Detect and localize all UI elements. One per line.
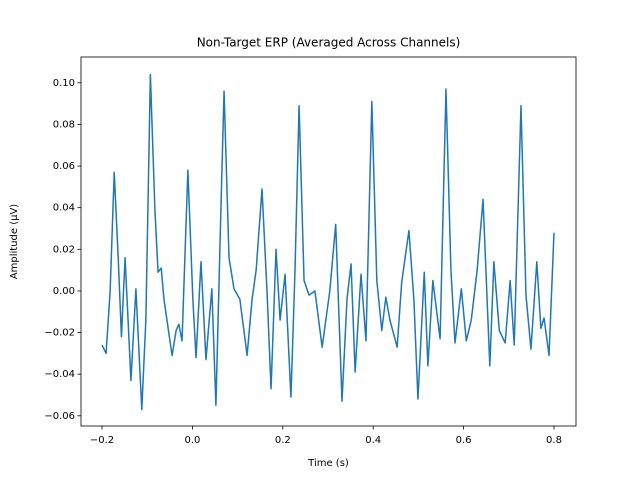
y-tick-label: 0.00 bbox=[53, 286, 75, 297]
y-axis-label: Amplitude (µV) bbox=[9, 204, 20, 280]
y-tick-label: 0.02 bbox=[53, 244, 75, 255]
y-tick-label: 0.10 bbox=[53, 78, 75, 89]
x-axis-label: Time (s) bbox=[307, 458, 349, 469]
y-tick-label: −0.04 bbox=[44, 369, 75, 380]
x-tick-label: 0.0 bbox=[184, 435, 200, 446]
y-tick-label: 0.08 bbox=[53, 119, 75, 130]
y-tick-label: −0.06 bbox=[44, 411, 75, 422]
chart-title: Non-Target ERP (Averaged Across Channels… bbox=[197, 36, 461, 50]
y-tick-label: −0.02 bbox=[44, 328, 75, 339]
x-tick-label: 0.4 bbox=[365, 435, 381, 446]
x-tick-label: 0.2 bbox=[275, 435, 291, 446]
y-tick-label: 0.06 bbox=[53, 161, 75, 172]
x-tick-label: 0.8 bbox=[546, 435, 562, 446]
x-tick-label: −0.2 bbox=[90, 435, 114, 446]
data-line bbox=[101, 73, 555, 411]
plot-frame bbox=[80, 56, 577, 427]
x-tick-label: 0.6 bbox=[456, 435, 472, 446]
y-tick-label: 0.04 bbox=[53, 203, 75, 214]
